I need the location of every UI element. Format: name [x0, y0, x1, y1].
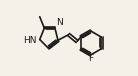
Text: F: F — [88, 54, 94, 63]
Text: N: N — [56, 18, 63, 27]
Text: HN: HN — [24, 36, 37, 45]
